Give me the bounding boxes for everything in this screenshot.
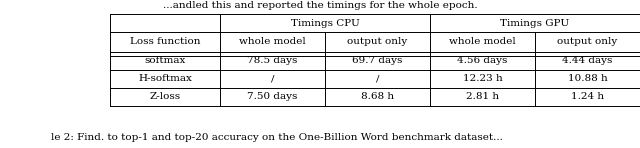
Text: /: / <box>271 74 275 83</box>
Text: softmax: softmax <box>144 57 186 66</box>
Text: 1.24 h: 1.24 h <box>571 92 604 102</box>
Text: whole model: whole model <box>449 37 516 46</box>
Text: 12.23 h: 12.23 h <box>463 74 502 83</box>
Text: Timings GPU: Timings GPU <box>500 18 570 28</box>
Text: ...andled this and reported the timings for the whole epoch.: ...andled this and reported the timings … <box>163 1 477 11</box>
Text: 2.81 h: 2.81 h <box>466 92 499 102</box>
Text: Timings CPU: Timings CPU <box>291 18 360 28</box>
Text: le 2: Find. to top-1 and top-20 accuracy on the One-Billion Word benchmark datas: le 2: Find. to top-1 and top-20 accuracy… <box>51 133 503 143</box>
Text: 4.56 days: 4.56 days <box>458 57 508 66</box>
Text: Loss function: Loss function <box>130 37 200 46</box>
Text: output only: output only <box>557 37 618 46</box>
Text: 4.44 days: 4.44 days <box>563 57 612 66</box>
Text: 8.68 h: 8.68 h <box>361 92 394 102</box>
Text: 10.88 h: 10.88 h <box>568 74 607 83</box>
Text: H-softmax: H-softmax <box>138 74 192 83</box>
Text: whole model: whole model <box>239 37 306 46</box>
Text: /: / <box>376 74 380 83</box>
Text: 78.5 days: 78.5 days <box>247 57 298 66</box>
Text: output only: output only <box>348 37 408 46</box>
Text: 7.50 days: 7.50 days <box>247 92 298 102</box>
Text: 69.7 days: 69.7 days <box>352 57 403 66</box>
Text: Z-loss: Z-loss <box>149 92 180 102</box>
